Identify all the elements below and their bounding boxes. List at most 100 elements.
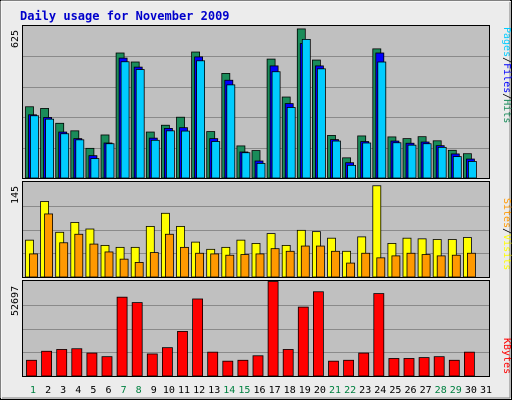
day-label: 15 xyxy=(238,385,250,396)
bar-kbytes-day-8 xyxy=(131,302,143,377)
bar-kbytes-day-20 xyxy=(312,291,324,377)
bar-pages-day-11 xyxy=(181,130,190,179)
bar-kbytes-day-22 xyxy=(343,359,355,377)
legend-entry-kbytes: KBytes xyxy=(501,338,512,374)
bar-pages-day-2 xyxy=(45,118,54,179)
legend-separator: / xyxy=(501,93,512,99)
legend-separator: / xyxy=(501,57,512,63)
bar-sites-day-11 xyxy=(180,246,189,278)
day-label: 27 xyxy=(420,385,432,396)
day-label: 10 xyxy=(163,385,175,396)
bar-pages-day-30 xyxy=(467,161,477,179)
bar-pages-day-20 xyxy=(316,68,326,179)
bar-pages-day-18 xyxy=(286,107,296,179)
day-label: 4 xyxy=(75,385,81,396)
bar-sites-day-14 xyxy=(225,254,235,278)
day-label: 29 xyxy=(450,385,462,396)
bar-kbytes-day-25 xyxy=(388,358,400,377)
bar-pages-day-13 xyxy=(211,141,221,179)
bar-kbytes-day-15 xyxy=(237,359,249,377)
bar-sites-day-10 xyxy=(164,233,174,278)
bar-sites-day-23 xyxy=(361,252,371,278)
day-label: 20 xyxy=(314,385,326,396)
bar-sites-day-4 xyxy=(74,233,84,278)
day-label: 16 xyxy=(253,385,265,396)
bar-kbytes-day-12 xyxy=(192,298,204,377)
legend-entry-files: Files xyxy=(501,63,512,93)
bar-pages-day-27 xyxy=(422,143,432,179)
bar-pages-day-17 xyxy=(271,71,281,179)
y-max-label-kbytes: 52697 xyxy=(10,286,21,316)
legend-entry-hits: Hits xyxy=(501,99,512,123)
bar-pages-day-19 xyxy=(301,38,311,179)
day-label: 6 xyxy=(105,385,111,396)
bar-sites-day-30 xyxy=(466,252,476,278)
bar-sites-day-21 xyxy=(331,250,340,278)
bar-sites-day-8 xyxy=(134,262,144,278)
day-label: 31 xyxy=(480,385,492,396)
bar-sites-day-24 xyxy=(376,257,386,278)
bar-kbytes-day-5 xyxy=(86,352,98,377)
bars-layer xyxy=(25,28,477,377)
day-label: 5 xyxy=(90,385,96,396)
day-label: 1 xyxy=(30,385,36,396)
bar-pages-day-9 xyxy=(150,139,160,179)
bar-pages-day-16 xyxy=(256,163,266,179)
legend-entry-pages: Pages xyxy=(501,27,512,57)
x-axis-day-labels: 1 2 3 4 5 6 7 8 9 10 11 12 13 14 15 16 17 18 19 20 21 22 23 24 2… xyxy=(30,385,492,396)
bar-pages-day-10 xyxy=(165,130,175,179)
bar-sites-day-9 xyxy=(149,252,159,278)
bar-sites-day-6 xyxy=(104,251,114,278)
bar-kbytes-day-1 xyxy=(26,359,37,377)
day-label: 8 xyxy=(136,385,142,396)
bar-sites-day-17 xyxy=(270,248,280,278)
bar-pages-day-22 xyxy=(347,164,357,179)
bar-pages-day-15 xyxy=(241,152,251,179)
bar-sites-day-1 xyxy=(29,253,38,278)
bar-kbytes-day-27 xyxy=(418,357,430,377)
bar-sites-day-16 xyxy=(255,253,265,278)
day-label: 2 xyxy=(45,385,51,396)
bar-kbytes-day-18 xyxy=(282,349,294,377)
bar-sites-day-2 xyxy=(44,213,53,278)
bar-pages-day-25 xyxy=(392,142,402,179)
legend-kbytes: KBytes xyxy=(501,338,512,374)
bar-kbytes-day-4 xyxy=(71,348,83,377)
chart-title: Daily usage for November 2009 xyxy=(20,9,230,23)
bar-kbytes-day-2 xyxy=(41,350,52,377)
day-label: 19 xyxy=(299,385,311,396)
day-label: 18 xyxy=(284,385,296,396)
day-label: 11 xyxy=(178,385,190,396)
day-label: 28 xyxy=(435,385,447,396)
bar-kbytes-day-21 xyxy=(328,360,339,377)
bar-kbytes-day-16 xyxy=(252,355,264,377)
bar-pages-day-26 xyxy=(407,144,417,179)
legend-separator: / xyxy=(501,228,512,234)
bar-pages-day-21 xyxy=(332,140,341,179)
bar-kbytes-day-24 xyxy=(373,293,385,377)
bar-sites-day-5 xyxy=(89,243,99,278)
bar-kbytes-day-23 xyxy=(358,352,370,377)
bar-pages-day-3 xyxy=(60,133,70,179)
bar-pages-day-29 xyxy=(452,156,462,179)
day-label: 26 xyxy=(404,385,416,396)
day-label: 3 xyxy=(60,385,66,396)
bar-pages-day-1 xyxy=(30,115,39,179)
bar-sites-day-26 xyxy=(406,252,416,278)
bar-kbytes-day-28 xyxy=(433,356,445,377)
bar-sites-day-27 xyxy=(421,254,431,278)
day-label: 24 xyxy=(374,385,386,396)
bar-pages-day-7 xyxy=(120,61,130,179)
legend-pages-files-hits: Pages/Files/Hits xyxy=(501,27,512,123)
bar-pages-day-24 xyxy=(377,61,387,179)
day-label: 9 xyxy=(151,385,157,396)
bar-kbytes-day-17 xyxy=(267,281,279,377)
bar-sites-day-25 xyxy=(391,255,401,278)
bar-pages-day-12 xyxy=(196,60,206,179)
bar-kbytes-day-6 xyxy=(101,356,113,377)
day-label: 17 xyxy=(269,385,281,396)
bar-kbytes-day-26 xyxy=(403,358,415,377)
bar-pages-day-8 xyxy=(135,69,145,179)
bar-pages-day-23 xyxy=(362,142,372,179)
